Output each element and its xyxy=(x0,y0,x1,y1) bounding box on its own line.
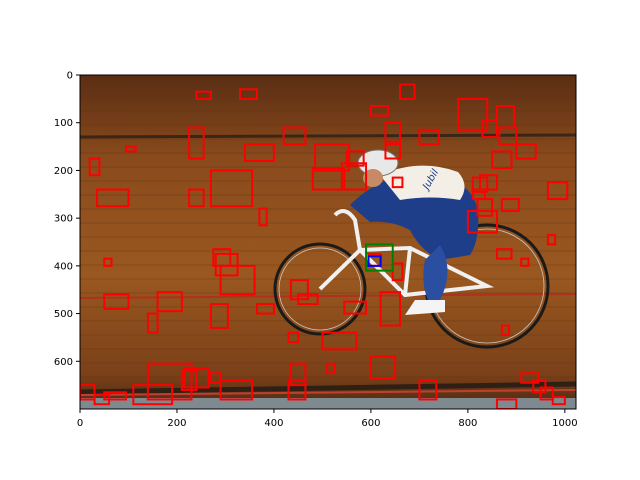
red-box-59 xyxy=(183,367,210,389)
red-box-2 xyxy=(399,83,416,100)
red-box-16 xyxy=(345,150,365,167)
front-wheel xyxy=(273,242,367,336)
red-box-58 xyxy=(180,369,198,391)
red-box-7 xyxy=(418,128,440,146)
red-box-34 xyxy=(546,233,557,246)
x-axis: 0 200 400 600 800 1000 xyxy=(77,409,578,429)
red-box-32 xyxy=(546,181,569,201)
red-box-20 xyxy=(95,188,130,208)
red-box-12 xyxy=(515,143,537,160)
y-tick-label-500: 500 xyxy=(54,309,73,320)
red-box-19 xyxy=(88,157,101,177)
red-box-35 xyxy=(495,248,513,260)
red-box-8 xyxy=(457,97,489,131)
red-box-62 xyxy=(289,362,307,387)
red-box-50 xyxy=(156,291,183,313)
red-box-23 xyxy=(258,207,268,227)
red-box-40 xyxy=(214,252,239,277)
red-box-56 xyxy=(369,355,397,379)
red-box-44 xyxy=(343,300,368,315)
red-box-4 xyxy=(188,126,205,160)
red-box-55 xyxy=(326,362,336,375)
bounding-boxes xyxy=(80,83,569,409)
y-tick-label-400: 400 xyxy=(54,261,73,272)
red-box-24 xyxy=(311,167,346,191)
red-box-36 xyxy=(520,257,530,267)
x-tick-label-400: 400 xyxy=(264,418,283,429)
red-box-57 xyxy=(146,362,193,401)
red-box-6 xyxy=(384,121,402,143)
red-box-5 xyxy=(282,126,307,146)
track-line-bottom xyxy=(80,381,576,395)
y-tick-label-600: 600 xyxy=(54,357,73,368)
red-box-54 xyxy=(321,331,358,351)
red-box-31 xyxy=(500,198,520,212)
y-tick-label-300: 300 xyxy=(54,214,73,225)
red-box-9 xyxy=(481,119,498,139)
red-box-42 xyxy=(289,279,309,301)
x-tick-label-800: 800 xyxy=(458,418,477,429)
red-box-69 xyxy=(495,398,518,409)
red-box-1 xyxy=(239,88,258,100)
x-tick-label-1000: 1000 xyxy=(552,418,577,429)
x-tick-label-600: 600 xyxy=(361,418,380,429)
red-box-37 xyxy=(500,324,511,337)
red-box-45 xyxy=(379,291,401,327)
x-tick-label-0: 0 xyxy=(77,418,83,429)
red-box-28 xyxy=(479,174,498,191)
x-tick-label-200: 200 xyxy=(167,418,186,429)
red-box-26 xyxy=(391,176,404,189)
red-box-25 xyxy=(340,162,368,191)
photo: Jubil xyxy=(80,75,576,409)
handlebar xyxy=(333,209,362,251)
red-box-49 xyxy=(146,312,159,334)
red-box-46 xyxy=(391,262,404,282)
red-box-21 xyxy=(188,188,205,208)
red-box-18 xyxy=(125,145,137,153)
red-box-13 xyxy=(491,150,513,170)
rider-leg xyxy=(423,245,448,305)
track-line-red xyxy=(80,293,576,299)
red-box-61 xyxy=(219,379,254,401)
green-box-0 xyxy=(365,243,394,272)
red-box-67 xyxy=(103,391,128,401)
red-box-30 xyxy=(476,198,494,217)
axes-frame xyxy=(79,74,577,410)
red-box-72 xyxy=(539,386,554,401)
y-axis: 0 100 200 300 400 500 600 xyxy=(54,71,80,368)
red-box-73 xyxy=(551,396,566,406)
red-box-63 xyxy=(287,379,307,401)
red-box-15 xyxy=(314,143,351,172)
red-box-14 xyxy=(243,143,275,162)
red-box-33 xyxy=(466,209,498,234)
red-box-3 xyxy=(369,105,389,117)
red-box-65 xyxy=(80,384,96,401)
red-box-52 xyxy=(255,303,275,315)
y-tick-label-100: 100 xyxy=(54,118,73,129)
red-box-68 xyxy=(132,384,174,406)
red-box-41 xyxy=(219,264,256,296)
red-box-60 xyxy=(209,372,222,384)
red-box-53 xyxy=(287,331,300,344)
red-box-43 xyxy=(297,293,319,306)
blue-box-0 xyxy=(367,255,382,267)
red-box-64 xyxy=(418,379,438,401)
red-box-22 xyxy=(209,169,254,208)
red-box-11 xyxy=(498,126,518,146)
bike-frame xyxy=(318,245,495,298)
track-line-top xyxy=(80,133,576,139)
red-box-71 xyxy=(532,379,547,394)
red-box-38 xyxy=(103,257,113,267)
red-box-51 xyxy=(209,303,229,329)
y-tick-label-0: 0 xyxy=(67,71,73,82)
red-box-70 xyxy=(520,372,540,384)
red-box-17 xyxy=(384,143,402,160)
red-box-48 xyxy=(103,293,130,310)
y-tick-label-200: 200 xyxy=(54,166,73,177)
red-box-0 xyxy=(195,90,212,100)
